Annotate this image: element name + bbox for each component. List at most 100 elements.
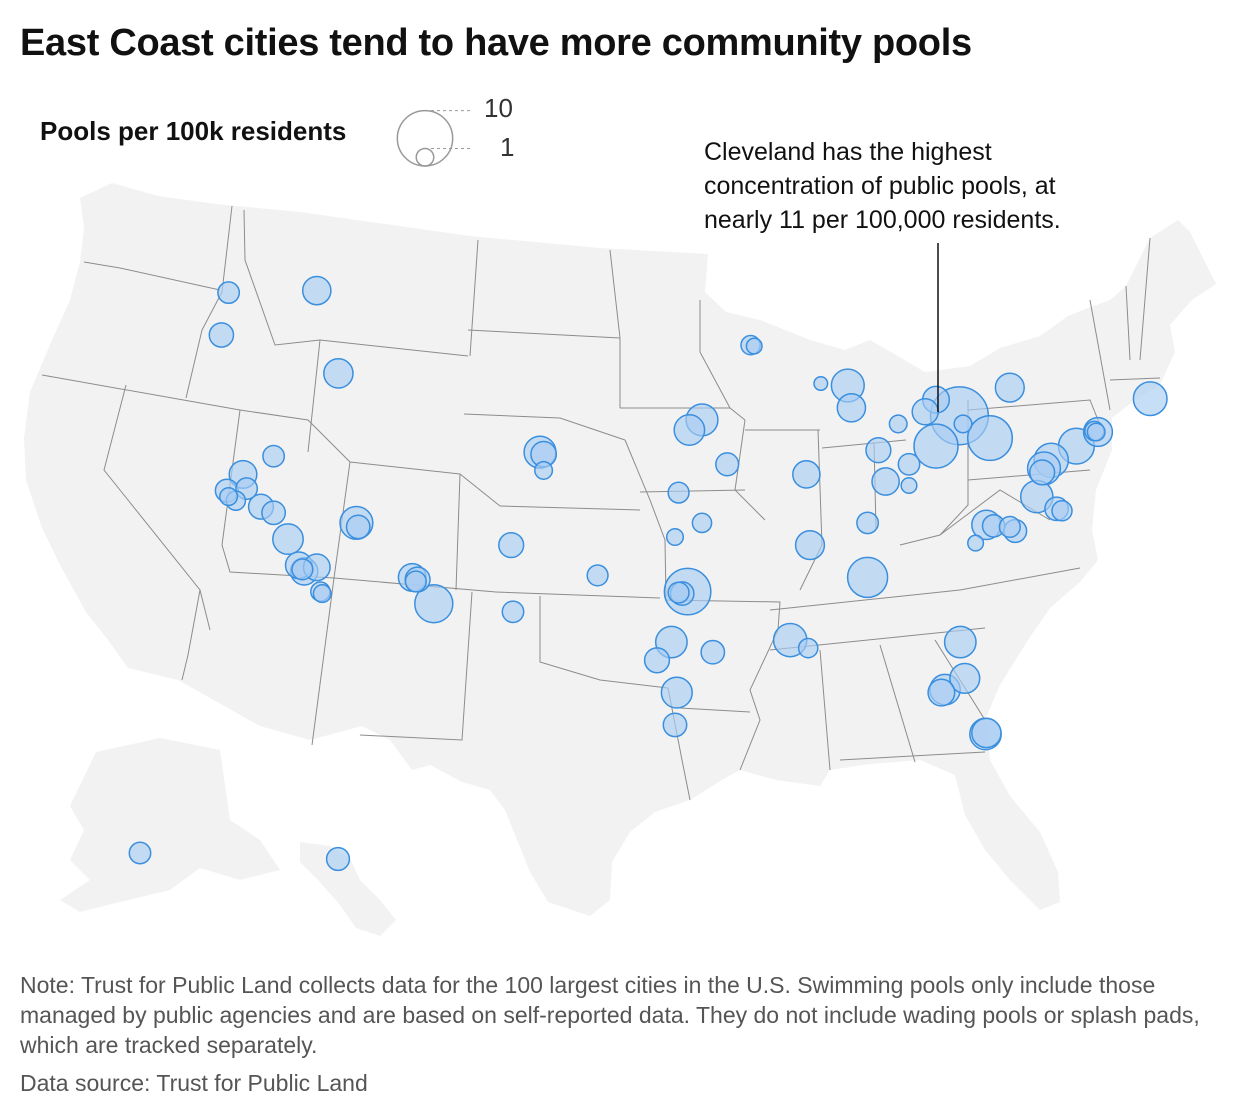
city-bubble: [913, 423, 959, 469]
city-bubble: [943, 625, 977, 659]
border-al-ga: [879, 644, 916, 763]
border-sd-ne: [463, 413, 626, 441]
city-bubble: [949, 662, 981, 695]
border-or-id: [185, 291, 223, 399]
border-tx-la: [667, 687, 691, 801]
border-wa-or: [83, 261, 221, 291]
city-bubble: [715, 452, 740, 477]
city-bubble: [911, 398, 939, 426]
border-dakotas-mn: [609, 249, 621, 408]
city-bubble: [667, 581, 690, 604]
city-bubble: [794, 529, 826, 561]
data-source: Data source: Trust for Public Land: [20, 1070, 368, 1096]
border-ca-nv: [103, 384, 211, 631]
city-bubble: [667, 481, 690, 504]
border-ms-al: [819, 649, 831, 771]
border-mt-nd: [469, 239, 479, 357]
city-bubble: [856, 511, 880, 535]
city-bubble: [871, 467, 900, 496]
border-co-ks-ne: [455, 473, 501, 591]
legend-max-label: 10: [484, 93, 513, 123]
border-ar-la: [679, 707, 751, 713]
city-bubble: [998, 515, 1021, 539]
border-mn-wi: [699, 300, 746, 421]
border-ga-fl: [839, 751, 986, 761]
border-ia-mo: [639, 489, 746, 493]
city-bubble: [586, 564, 609, 587]
legend-graphic: [396, 109, 470, 167]
city-bubble: [643, 647, 671, 674]
border-ks-ok: [495, 591, 661, 599]
border-az-nm: [311, 577, 335, 746]
city-bubble: [272, 523, 304, 556]
city-bubble: [261, 500, 287, 526]
hawaii-land: [300, 842, 396, 936]
border-id-mt: [243, 209, 321, 346]
city-bubble: [1051, 500, 1073, 522]
city-bubble: [745, 337, 763, 355]
alaska-land: [60, 738, 280, 912]
border-ky-tn: [769, 589, 961, 611]
cleveland-annotation: Cleveland has the highest concentration …: [704, 138, 1061, 234]
city-bubble: [836, 392, 867, 423]
border-oh-wv-pa: [899, 400, 969, 546]
legend-circle-min: [415, 147, 435, 167]
border-ut-wy-co: [239, 409, 461, 475]
city-bubble: [325, 846, 351, 872]
city-bubble: [345, 514, 371, 540]
border-ny-pa: [967, 399, 1101, 426]
city-bubble: [673, 414, 706, 446]
city-bubble: [660, 676, 693, 709]
city-bubble: [897, 452, 921, 476]
city-bubble: [665, 527, 685, 547]
city-bubble: [498, 531, 525, 559]
city-bubble: [301, 275, 332, 306]
border-nc-va: [959, 567, 1081, 591]
border-ny-new-england: [1089, 299, 1111, 411]
legend-min-label: 1: [500, 132, 515, 162]
border-mass-south: [1109, 377, 1161, 381]
city-bubble: [846, 556, 889, 599]
border-ne-ia-mo: [624, 439, 667, 601]
city-bubble: [534, 460, 554, 480]
border-mt-wy-dakotas: [319, 339, 469, 357]
city-bubble: [404, 570, 427, 593]
border-wa-id: [221, 205, 233, 293]
city-bubble: [967, 534, 985, 552]
city-bubble: [501, 600, 525, 624]
city-bubble: [312, 584, 332, 604]
city-bubble: [128, 841, 152, 865]
city-bubble: [262, 444, 286, 468]
border-ar-tn-ms: [739, 629, 779, 771]
city-bubble: [1132, 381, 1168, 417]
border-vt-nh-me: [1125, 237, 1151, 361]
city-bubble: [971, 717, 1002, 749]
city-bubble: [953, 414, 973, 434]
border-ca-az: [181, 589, 201, 681]
legend-circle-max: [396, 109, 454, 167]
city-bubble: [323, 358, 354, 389]
city-bubble: [208, 322, 235, 348]
city-bubble: [900, 476, 918, 495]
border-ne-ks: [499, 505, 641, 511]
city-bubble: [797, 637, 819, 659]
footnote: Note: Trust for Public Land collects dat…: [20, 972, 1200, 1058]
border-nd-sd: [467, 329, 621, 339]
city-bubble: [888, 414, 908, 434]
city-bubble: [700, 639, 726, 665]
city-bubble: [792, 460, 821, 489]
city-bubble: [813, 375, 829, 392]
border-nm-tx: [359, 591, 473, 741]
city-bubble: [291, 558, 314, 581]
city-bubble: [219, 487, 239, 507]
city-bubble: [927, 678, 956, 707]
border-oh-mi: [821, 439, 907, 449]
border-ia-il: [734, 419, 766, 521]
city-bubble: [662, 712, 688, 738]
bubble-layer: [128, 275, 1168, 872]
contiguous-us-land: [24, 183, 1216, 916]
city-bubble: [994, 372, 1025, 403]
border-id-wy: [307, 339, 321, 453]
city-bubble: [217, 281, 241, 305]
